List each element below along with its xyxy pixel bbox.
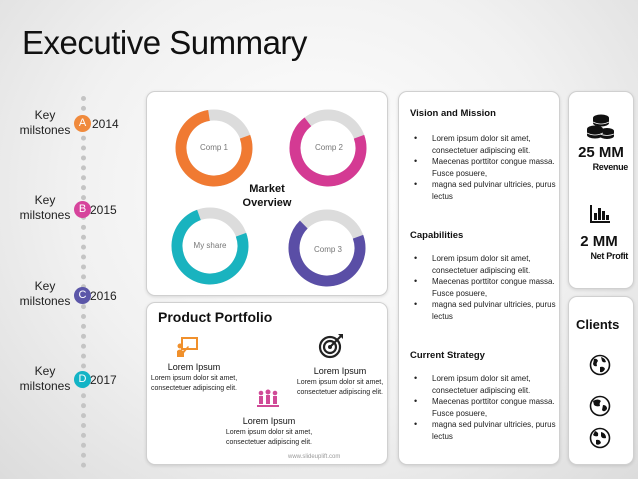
market-donuts	[171, 109, 367, 287]
presentation-icon	[177, 337, 198, 357]
bullet-list: Lorem ipsum dolor sit amet, consectetuer…	[410, 373, 556, 442]
milestone-letter: D	[74, 371, 91, 388]
donut-label-comp1: Comp 1	[199, 143, 228, 152]
donut-ring-2	[289, 109, 367, 187]
milestone-label: Key milstones	[19, 193, 71, 222]
donut-ring-4	[288, 209, 366, 287]
donut-label-myshare: My share	[193, 241, 227, 250]
portfolio-item-1-name: Lorem Ipsum	[167, 362, 221, 372]
globe-icon	[589, 354, 611, 376]
product-portfolio-title: Product Portfolio	[158, 309, 273, 325]
clients-title: Clients	[576, 317, 620, 332]
bullet-item: Lorem ipsum dolor sit amet, consectetuer…	[410, 373, 556, 396]
milestone-year: 2014	[92, 117, 119, 131]
bullet-item: Lorem ipsum dolor sit amet, consectetuer…	[410, 133, 556, 156]
donut-label-comp3: Comp 3	[313, 245, 342, 254]
bullet-item: magna sed pulvinar ultricies, purus lect…	[410, 179, 556, 202]
milestone-letter: B	[74, 201, 91, 218]
section-title: Current Strategy	[410, 350, 485, 361]
portfolio-item-3-desc: Lorem ipsum dolor sit amet, consectetuer…	[225, 429, 313, 446]
milestone-label: Key milstones	[19, 108, 71, 137]
product-portfolio-panel	[146, 302, 388, 465]
donut-ring-3	[171, 207, 249, 285]
market-overview-title: Market Overview	[242, 183, 292, 209]
milestone-label: Key milstones	[19, 364, 71, 393]
bullet-item: magna sed pulvinar ultricies, purus lect…	[410, 299, 556, 322]
revenue-label: Revenue	[592, 162, 629, 172]
milestone-letter: C	[74, 287, 91, 304]
section-capabilities: Capabilities Lorem ipsum dolor sit amet,…	[410, 230, 556, 322]
team-icon	[257, 389, 279, 407]
net-profit-label: Net Profit	[590, 251, 628, 261]
section-vision: Vision and Mission Lorem ipsum dolor sit…	[410, 108, 556, 202]
section-title: Vision and Mission	[410, 108, 496, 119]
milestone-letter: A	[74, 115, 91, 132]
coins-icon	[586, 114, 615, 139]
milestone-label: Key milstones	[19, 279, 71, 308]
portfolio-item-2-name: Lorem Ipsum	[313, 366, 367, 376]
target-icon	[318, 334, 343, 359]
portfolio-item-3-name: Lorem Ipsum	[242, 416, 296, 426]
milestone-year: 2017	[90, 373, 117, 387]
globe-icon	[589, 395, 611, 417]
bullet-item: Maecenas porttitor congue massa. Fusce p…	[410, 156, 556, 179]
milestone-year: 2016	[90, 289, 117, 303]
bullet-item: Maecenas porttitor congue massa. Fusce p…	[410, 276, 556, 299]
bar-chart-icon	[590, 205, 610, 223]
section-strategy: Current Strategy Lorem ipsum dolor sit a…	[410, 350, 556, 442]
bullet-item: magna sed pulvinar ultricies, purus lect…	[410, 419, 556, 442]
donut-ring-1	[175, 109, 253, 187]
timeline-line	[81, 96, 86, 468]
bullet-list: Lorem ipsum dolor sit amet, consectetuer…	[410, 253, 556, 322]
bullet-item: Lorem ipsum dolor sit amet, consectetuer…	[410, 253, 556, 276]
bullet-item: Maecenas porttitor congue massa. Fusce p…	[410, 396, 556, 419]
portfolio-item-2-desc: Lorem ipsum dolor sit amet, consectetuer…	[296, 379, 384, 396]
milestone-year: 2015	[90, 203, 117, 217]
globe-icon	[589, 427, 611, 449]
revenue-value: 25 MM	[578, 144, 624, 161]
donut-label-comp2: Comp 2	[314, 143, 343, 152]
page-title: Executive Summary	[22, 24, 307, 61]
net-profit-value: 2 MM	[580, 233, 618, 250]
clients-panel	[568, 296, 634, 465]
section-title: Capabilities	[410, 230, 464, 241]
watermark: www.slideuplift.com	[288, 454, 341, 460]
bullet-list: Lorem ipsum dolor sit amet, consectetuer…	[410, 133, 556, 202]
portfolio-item-1-desc: Lorem ipsum dolor sit amet, consectetuer…	[150, 375, 238, 392]
